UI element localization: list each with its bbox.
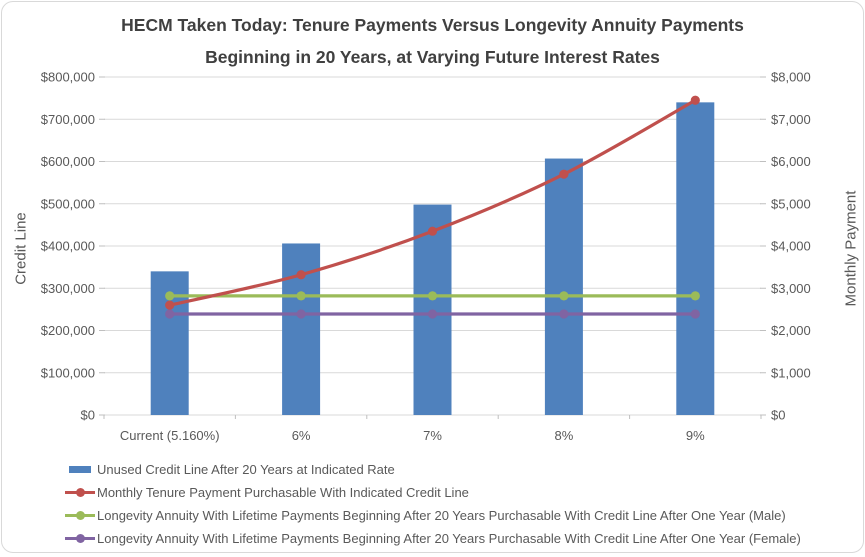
series-marker — [427, 291, 438, 301]
x-axis-tick-label: 8% — [555, 428, 574, 443]
left-axis-tick-label: $400,000 — [41, 239, 95, 254]
legend: Unused Credit Line After 20 Years at Ind… — [64, 458, 801, 550]
line-marker-swatch-icon — [65, 488, 95, 497]
series-marker — [690, 309, 700, 319]
x-axis-tick-label: Current (5.160%) — [120, 428, 220, 443]
legend-item-annuity-male: Longevity Annuity With Lifetime Payments… — [64, 504, 801, 527]
series-marker — [165, 309, 175, 319]
left-axis-tick-label: $800,000 — [41, 70, 95, 85]
series-marker — [690, 291, 700, 301]
series-marker — [427, 226, 438, 236]
right-axis-tick-label: $6,000 — [771, 154, 811, 169]
series-marker — [690, 95, 700, 105]
left-axis-tick-label: $0 — [81, 408, 95, 423]
legend-item-annuity-female: Longevity Annuity With Lifetime Payments… — [64, 527, 801, 550]
legend-label: Monthly Tenure Payment Purchasable With … — [97, 485, 469, 500]
series-marker — [296, 270, 306, 280]
left-axis-tick-label: $300,000 — [41, 281, 95, 296]
series-marker — [559, 309, 569, 319]
right-axis-tick-label: $8,000 — [771, 70, 811, 85]
bar — [282, 243, 321, 415]
chart-title: HECM Taken Today: Tenure Payments Versus… — [2, 9, 863, 73]
series-marker — [165, 300, 175, 310]
line-marker-swatch-icon — [65, 511, 95, 520]
left-axis-tick-label: $700,000 — [41, 112, 95, 127]
chart-title-line-2: Beginning in 20 Years, at Varying Future… — [205, 47, 660, 67]
right-axis-tick-label: $3,000 — [771, 281, 811, 296]
legend-item-tenure-payment: Monthly Tenure Payment Purchasable With … — [64, 481, 801, 504]
right-axis-tick-label: $2,000 — [771, 323, 811, 338]
legend-label: Unused Credit Line After 20 Years at Ind… — [97, 462, 395, 477]
left-axis-tick-label: $200,000 — [41, 323, 95, 338]
bar — [544, 158, 583, 416]
right-axis-tick-label: $0 — [771, 408, 785, 423]
line-marker-swatch-icon — [65, 534, 95, 543]
series-marker — [296, 291, 306, 301]
legend-item-credit-line: Unused Credit Line After 20 Years at Ind… — [64, 458, 801, 481]
x-axis-tick-label: 7% — [423, 428, 442, 443]
legend-label: Longevity Annuity With Lifetime Payments… — [97, 508, 786, 523]
x-axis-tick-label: 9% — [686, 428, 705, 443]
right-axis-tick-label: $4,000 — [771, 239, 811, 254]
x-axis-tick-label: 6% — [292, 428, 311, 443]
left-axis-title: Credit Line — [12, 212, 30, 285]
left-axis-tick-label: $600,000 — [41, 154, 95, 169]
right-axis-tick-label: $5,000 — [771, 196, 811, 211]
legend-label: Longevity Annuity With Lifetime Payments… — [97, 531, 801, 546]
bar — [676, 102, 715, 415]
series-marker — [559, 169, 569, 179]
series-marker — [427, 309, 438, 319]
left-axis-tick-label: $100,000 — [41, 365, 95, 380]
right-axis-tick-label: $1,000 — [771, 365, 811, 380]
right-axis-title: Monthly Payment — [842, 190, 860, 307]
left-axis-tick-label: $500,000 — [41, 196, 95, 211]
right-axis-tick-label: $7,000 — [771, 112, 811, 127]
series-marker — [165, 291, 175, 301]
bar-swatch-icon — [69, 466, 91, 473]
series-marker — [559, 291, 569, 301]
chart-title-line-1: HECM Taken Today: Tenure Payments Versus… — [121, 15, 744, 35]
series-marker — [296, 309, 306, 319]
